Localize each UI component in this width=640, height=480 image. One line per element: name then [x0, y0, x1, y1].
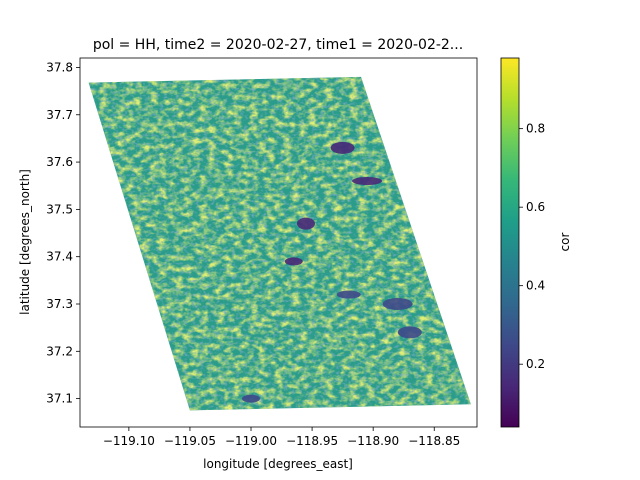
y-axis-label: latitude [degrees_north]: [18, 169, 32, 315]
colorbar-frame: [500, 57, 520, 428]
colorbar-ticks: 0.2 0.4 0.6 0.8: [519, 122, 545, 371]
low-coherence-patch: [330, 141, 355, 154]
low-coherence-patch: [242, 394, 261, 403]
colorbar: 0.2 0.4 0.6 0.8 cor: [500, 57, 572, 428]
y-tick-label: 37.5: [46, 202, 73, 216]
colorbar-tick-label: 0.4: [526, 279, 545, 293]
x-axis-label: longitude [degrees_east]: [203, 457, 353, 471]
plot-area: [79, 57, 478, 428]
colorbar-tick-label: 0.6: [526, 200, 545, 214]
y-tick-label: 37.4: [46, 250, 73, 264]
low-coherence-patch: [296, 217, 315, 230]
colorbar-gradient: [501, 58, 519, 427]
x-tick-label: −118.85: [408, 434, 460, 448]
low-coherence-patch: [352, 177, 383, 185]
low-coherence-patch: [382, 298, 413, 310]
colorbar-tick-label: 0.8: [526, 122, 545, 136]
x-tick-label: −119.10: [103, 434, 155, 448]
low-coherence-patch: [397, 326, 422, 339]
x-axis: −119.10 −119.05 −119.00 −118.95 −118.90 −118.…: [103, 427, 460, 448]
x-tick-label: −119.05: [164, 434, 216, 448]
y-tick-label: 37.1: [46, 392, 73, 406]
colorbar-tick-label: 0.2: [526, 357, 545, 371]
low-coherence-patch: [336, 290, 361, 299]
colorbar-label: cor: [558, 232, 572, 251]
x-tick-label: −118.95: [286, 434, 338, 448]
chart-title: pol = HH, time2 = 2020-02-27, time1 = 20…: [93, 37, 463, 53]
y-tick-label: 37.8: [46, 60, 73, 74]
low-coherence-patch: [284, 257, 303, 266]
coherence-speckle-low: [88, 76, 471, 411]
x-tick-label: −119.00: [225, 434, 277, 448]
low-coherence-patches: [242, 141, 422, 403]
y-axis: 37.1 37.2 37.3 37.4 37.5 37.6 37.7 37.8: [46, 60, 80, 406]
x-tick-label: −118.90: [347, 434, 399, 448]
y-tick-label: 37.7: [46, 108, 73, 122]
y-tick-label: 37.2: [46, 344, 73, 358]
plot-frame: [79, 57, 478, 428]
y-tick-label: 37.6: [46, 155, 73, 169]
y-tick-label: 37.3: [46, 297, 73, 311]
